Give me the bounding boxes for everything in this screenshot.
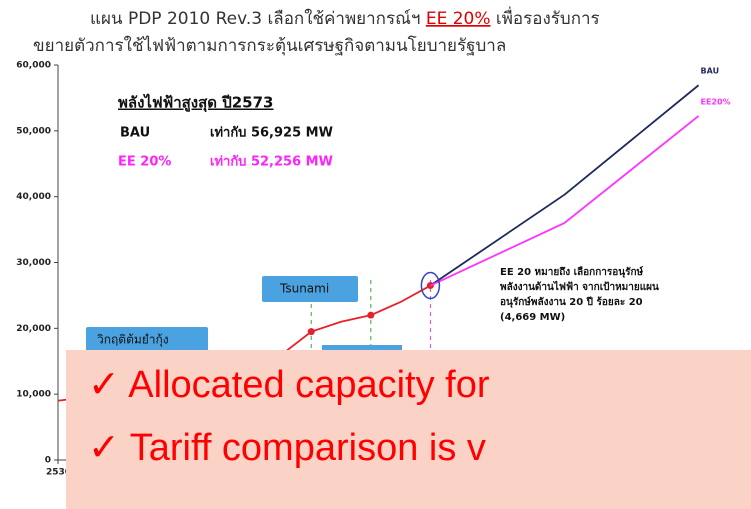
annotation: อนุรักษ์พลังงาน 20 ปี ร้อยละ 20 [500,296,643,308]
y-tick-label: 60,000 [16,61,51,71]
header-line-2: ขยายตัวการใช้ไฟฟ้าตามการกระตุ้นเศรษฐกิจต… [33,35,506,56]
y-tick-label: 0 [45,456,51,466]
series-line [430,115,700,287]
y-tick-label: 40,000 [16,192,51,202]
event-box [262,276,358,302]
y-tick-label: 20,000 [16,324,51,334]
annotation: (4,669 MW) [500,312,565,323]
x-tick-label: 2530 [46,468,71,478]
series-label: EE20% [701,97,731,106]
annotation: Tsunami [279,282,329,296]
overlay-box [66,350,751,509]
point [367,311,375,319]
event-box [86,327,208,353]
header-part: เพื่อรองรับการ [491,6,600,29]
y-tick-label: 30,000 [16,258,51,268]
series-label: BAU [701,67,720,76]
header-part: แผน PDP 2010 Rev.3 เลือกใช้ค่าพยากรณ์ฯ [90,8,426,29]
annotation: เท่ากับ 56,925 MW [210,126,333,141]
y-tick-label: 50,000 [16,126,51,136]
point [307,328,315,336]
overlay-bullet: ✓ Allocated capacity for [88,364,490,406]
annotation: วิกฤติต้มยำกุ้ง [97,333,169,348]
header-line-1: แผน PDP 2010 Rev.3 เลือกใช้ค่าพยากรณ์ฯ E… [90,6,600,29]
annotation: EE 20 หมายถึง เลือกการอนุรักษ์ [500,266,644,278]
annotation: พลังไฟฟ้าสูงสุด ปี2573 [118,93,273,113]
annotation: พลังงานด้านไฟฟ้า จากเป้าหมายแผน [500,280,659,293]
y-tick-label: 10,000 [16,390,51,400]
header-highlight: EE 20% [426,9,491,29]
overlay-bullet: ✓ Tariff comparison is v [88,427,486,469]
series-line [429,84,700,287]
annotation: EE 20% [118,155,171,170]
annotation: BAU [120,126,150,141]
highlight-ring [420,271,441,300]
annotation: เท่ากับ 52,256 MW [210,155,333,170]
